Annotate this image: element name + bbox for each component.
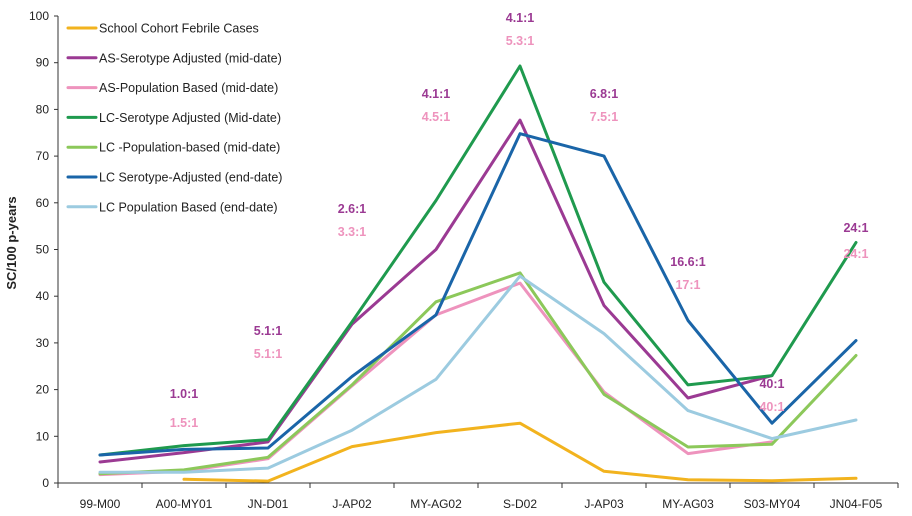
ratio-label-upper: 24:1	[843, 221, 868, 235]
legend-entry: LC -Population-based (mid-date)	[99, 141, 280, 155]
ratio-label-lower: 17:1	[675, 278, 700, 292]
x-tick-label: S-D02	[503, 497, 537, 511]
ratio-label-upper: 40:1	[759, 377, 784, 391]
y-tick-label: 100	[29, 9, 49, 23]
ratio-label-lower: 3.3:1	[338, 225, 367, 239]
ratio-label-lower: 7.5:1	[590, 110, 619, 124]
legend-entry: AS-Population Based (mid-date)	[99, 81, 278, 95]
legend-entry: School Cohort Febrile Cases	[99, 22, 259, 36]
ratio-label-upper: 5.1:1	[254, 324, 283, 338]
ratio-label-upper: 2.6:1	[338, 202, 367, 216]
ratio-annotations: 1.0:1 1.5:1 5.1:1 5.1:1 2.6:1 3.3:1 4.1:1 4.5:1…	[170, 11, 869, 430]
series-line-7	[98, 274, 858, 474]
series-lines	[98, 64, 858, 483]
legend-entry: LC Population Based (end-date)	[99, 200, 278, 214]
y-tick-label: 20	[36, 383, 50, 397]
y-tick-label: 10	[36, 429, 50, 443]
x-tick-label: MY-AG03	[662, 497, 714, 511]
series-line-1	[182, 421, 858, 483]
x-axis-ticks: 99-M00 A00-MY01 JN-D01 J-AP02 MY-AG02 S-D02 J-…	[57, 483, 899, 511]
series-line-5	[98, 271, 858, 476]
x-tick-label: S03-MY04	[744, 497, 801, 511]
x-tick-label: A00-MY01	[156, 497, 213, 511]
y-tick-label: 0	[42, 476, 49, 490]
ratio-label-upper: 16.6:1	[670, 255, 705, 269]
ratio-label-lower: 40:1	[759, 400, 784, 414]
y-axis-label: SC/100 p-years	[4, 196, 19, 289]
y-axis-ticks: 0 10 20 30 40 50 60 70 80 90 100	[29, 9, 58, 490]
ratio-label-lower: 5.1:1	[254, 347, 283, 361]
y-tick-label: 60	[36, 196, 50, 210]
x-tick-label: MY-AG02	[410, 497, 462, 511]
y-tick-label: 40	[36, 289, 50, 303]
y-tick-label: 70	[36, 149, 50, 163]
ratio-label-lower: 1.5:1	[170, 416, 199, 430]
y-tick-label: 30	[36, 336, 50, 350]
y-tick-label: 90	[36, 56, 50, 70]
ratio-label-upper: 4.1:1	[422, 87, 451, 101]
x-tick-label: 99-M00	[80, 497, 121, 511]
ratio-label-lower: 4.5:1	[422, 110, 451, 124]
series-line-6	[98, 132, 858, 457]
x-tick-label: JN-D01	[248, 497, 289, 511]
ratio-label-lower: 24:1	[843, 247, 868, 261]
legend-entry: LC-Serotype Adjusted (Mid-date)	[99, 111, 281, 125]
legend-entry: LC Serotype-Adjusted (end-date)	[99, 171, 282, 185]
y-tick-label: 80	[36, 102, 50, 116]
ratio-label-upper: 6.8:1	[590, 87, 619, 101]
ratio-label-lower: 5.3:1	[506, 34, 535, 48]
legend-entry: AS-Serotype Adjusted (mid-date)	[99, 51, 282, 65]
ratio-label-upper: 1.0:1	[170, 387, 199, 401]
series-line-4	[98, 64, 858, 457]
legend: School Cohort Febrile Cases AS-Serotype A…	[66, 22, 282, 214]
x-tick-label: JN04-F05	[830, 497, 883, 511]
ratio-label-upper: 4.1:1	[506, 11, 535, 25]
x-tick-label: J-AP02	[332, 497, 372, 511]
x-tick-label: J-AP03	[584, 497, 624, 511]
y-tick-label: 50	[36, 243, 50, 257]
